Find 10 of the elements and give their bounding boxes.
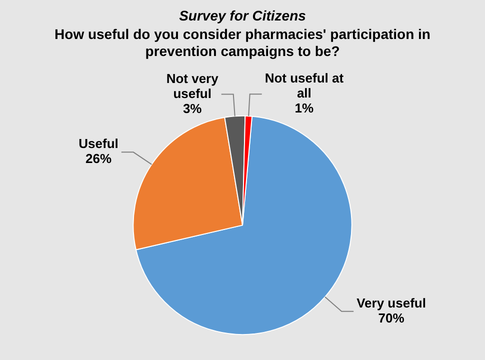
data-label: 26%: [86, 151, 112, 166]
data-label: 1%: [294, 100, 314, 116]
chart-subtitle: How useful do you consider pharmacies' participation in prevention campaigns to be?: [54, 26, 430, 59]
data-label: 70%: [378, 310, 405, 326]
slice-label: Very useful: [356, 295, 426, 310]
slice-label: Useful: [78, 136, 118, 152]
data-label: 3%: [182, 100, 202, 116]
slice-label: Not useful at all: [264, 70, 344, 101]
slice-label: Not very useful: [166, 70, 220, 101]
chart-title: Survey for Citizens: [179, 7, 306, 24]
